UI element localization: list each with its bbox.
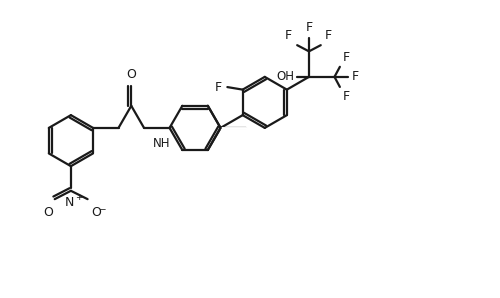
Text: F: F xyxy=(284,29,292,42)
Text: −: − xyxy=(98,204,106,214)
Text: O: O xyxy=(126,68,136,81)
Text: F: F xyxy=(214,80,222,94)
Text: +: + xyxy=(76,193,83,202)
Text: F: F xyxy=(306,21,312,34)
Text: O: O xyxy=(44,206,54,218)
Text: F: F xyxy=(352,70,360,83)
Text: N: N xyxy=(65,196,74,209)
Text: NH: NH xyxy=(153,137,170,150)
Text: O: O xyxy=(92,206,102,218)
Text: F: F xyxy=(343,90,350,103)
Text: F: F xyxy=(343,51,350,64)
Text: F: F xyxy=(325,29,332,42)
Text: OH: OH xyxy=(276,70,294,83)
